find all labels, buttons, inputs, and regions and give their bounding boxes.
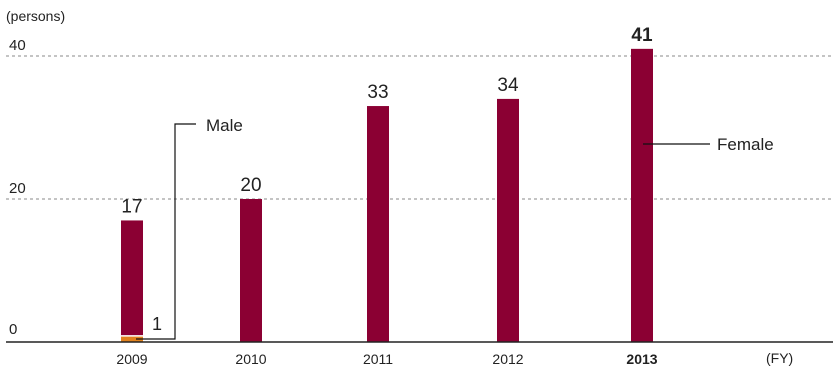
- male-annotation-label: Male: [206, 116, 243, 135]
- bar-female-2010: [240, 199, 262, 342]
- bar-value-label: 33: [367, 82, 388, 103]
- bar-female-2009: [121, 220, 143, 342]
- gridlines: [6, 55, 833, 200]
- y-tick-label: 40: [9, 37, 26, 54]
- x-unit-label: (FY): [766, 350, 793, 366]
- data-labels: 1 17 20 33 34 41: [121, 25, 653, 334]
- bar-female-2011: [367, 106, 389, 342]
- female-annotation-label: Female: [717, 135, 774, 154]
- bar-value-label: 34: [497, 75, 519, 96]
- x-tick-label: 2013: [626, 351, 657, 367]
- bar-male-2009: [121, 336, 143, 342]
- y-tick-label: 20: [9, 180, 26, 197]
- x-axis: 2009 2010 2011 2012 2013: [6, 341, 833, 367]
- bar-female-2013: [631, 48, 653, 342]
- bar-value-label: 20: [240, 175, 261, 196]
- y-axis: 0 20 40: [9, 37, 26, 338]
- x-tick-label: 2012: [492, 351, 523, 367]
- x-tick-label: 2011: [363, 351, 393, 367]
- x-tick-label: 2009: [116, 351, 147, 367]
- female-annotation: Female: [643, 135, 774, 154]
- x-tick-label: 2010: [235, 351, 266, 367]
- y-tick-label: 0: [9, 321, 17, 338]
- male-leader-line: [136, 123, 196, 340]
- y-unit-label: (persons): [6, 8, 65, 24]
- male-value-label: 1: [152, 314, 162, 334]
- bar-female-2012: [497, 98, 519, 343]
- male-annotation: Male: [136, 116, 243, 340]
- bar-value-label: 41: [631, 25, 653, 46]
- bars: [121, 48, 653, 343]
- bar-value-label: 17: [121, 196, 142, 217]
